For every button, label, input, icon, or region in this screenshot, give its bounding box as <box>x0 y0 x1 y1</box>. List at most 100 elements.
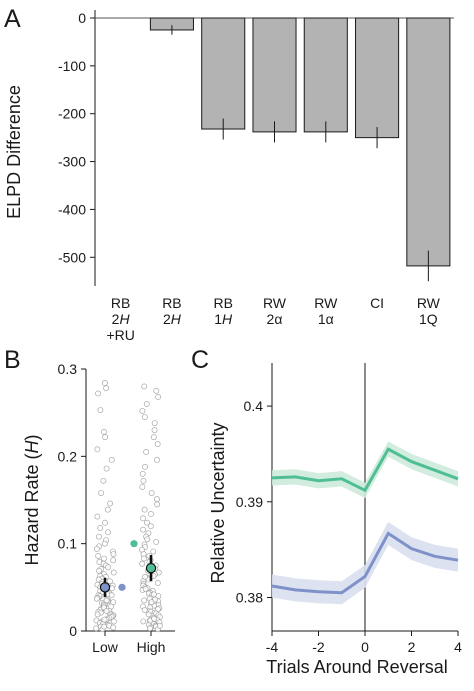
x-tick-label: -2 <box>312 639 325 655</box>
x-tick-label: CI <box>370 295 384 311</box>
x-tick-label: 4 <box>454 639 462 655</box>
subject-point <box>100 477 107 484</box>
generative-value-point <box>130 540 138 548</box>
subject-point <box>150 591 157 598</box>
y-tick-label: -500 <box>58 249 86 265</box>
group-mean-point <box>99 582 111 593</box>
subject-point <box>101 540 108 547</box>
subject-point <box>147 511 154 517</box>
subject-point <box>93 545 100 552</box>
x-tick-label: 2α <box>267 311 283 327</box>
subject-point <box>148 599 155 606</box>
x-tick-label: 1Q <box>419 311 438 327</box>
y-tick-label: -100 <box>58 58 86 74</box>
subject-point <box>153 387 160 394</box>
subject-point <box>140 477 147 484</box>
subject-point <box>104 506 111 513</box>
panel-b-hazard-scatter: 0 0.1 0.2 0.3 Hazard Rate (H) Low High <box>22 361 175 655</box>
bar <box>201 17 246 130</box>
x-tick-label: RB <box>162 295 181 311</box>
subject-point <box>141 555 147 562</box>
subject-point <box>110 557 117 564</box>
generative-value-point <box>118 583 126 591</box>
subject-point <box>139 483 146 490</box>
x-tick-label: 1H <box>214 311 233 327</box>
series-line <box>271 531 459 595</box>
subject-point <box>94 611 101 618</box>
subject-point <box>106 578 113 585</box>
subject-point <box>94 513 101 520</box>
subject-point <box>101 623 108 630</box>
x-tick-label: +RU <box>106 327 134 343</box>
x-axis-label: Trials Around Reversal <box>266 657 447 677</box>
subject-point <box>142 463 148 470</box>
subject-point <box>154 441 161 448</box>
subject-point <box>145 611 152 618</box>
bar <box>355 17 400 139</box>
subject-point <box>95 552 102 559</box>
subject-point <box>154 496 160 503</box>
panel-c-uncertainty-lines: 0.38 0.39 0.4 -4 -2 0 2 4 Trials Around Reversal… <box>208 363 462 677</box>
subject-point <box>103 607 110 614</box>
subject-point <box>147 625 153 632</box>
bar <box>252 17 297 133</box>
series-error-band <box>272 521 458 605</box>
subject-point <box>153 538 160 545</box>
subject-point <box>110 551 117 558</box>
subject-point <box>108 592 115 599</box>
subject-point <box>141 414 148 420</box>
bar <box>406 17 451 267</box>
subject-point <box>97 407 104 413</box>
group-mean-point <box>145 562 157 574</box>
subject-point <box>140 618 147 625</box>
subject-point <box>93 625 100 632</box>
y-tick-label: 0.3 <box>58 361 78 377</box>
subject-point <box>107 500 114 507</box>
y-tick-label: 0.1 <box>58 536 78 552</box>
x-tick-label: RW <box>263 295 287 311</box>
subject-point <box>110 624 117 631</box>
x-tick-label: Low <box>92 639 119 655</box>
y-axis-label: Relative Uncertainty <box>208 422 228 583</box>
subject-point <box>151 615 158 622</box>
subject-point <box>155 393 162 400</box>
subject-point <box>143 400 150 407</box>
subject-point <box>141 383 148 390</box>
series-line <box>271 447 459 493</box>
subject-point <box>142 573 148 580</box>
x-tick-label: 2H <box>112 311 131 327</box>
subject-point <box>103 385 110 392</box>
subject-point <box>147 523 154 530</box>
subject-point <box>96 567 103 574</box>
subject-point <box>94 446 101 453</box>
subject-point <box>142 586 149 593</box>
subject-point <box>101 555 107 562</box>
subject-point <box>144 536 151 543</box>
subject-point <box>98 490 105 496</box>
subject-point <box>108 456 115 463</box>
subject-point <box>110 618 117 625</box>
panel-label-c: C <box>191 346 209 374</box>
subject-point <box>139 470 146 477</box>
subject-point <box>139 515 146 522</box>
subject-point <box>93 595 100 602</box>
subject-point <box>151 420 158 427</box>
subject-point <box>101 380 108 386</box>
subject-point <box>102 434 109 441</box>
x-tick-label: RW <box>314 295 338 311</box>
subject-point <box>141 607 148 613</box>
subject-point <box>144 519 150 526</box>
x-tick-label: RB <box>111 295 130 311</box>
y-tick-label: 0.39 <box>236 494 263 510</box>
y-tick-label: -400 <box>58 201 86 217</box>
subject-point <box>139 407 146 414</box>
subject-point <box>105 564 112 571</box>
subject-point <box>95 390 102 397</box>
y-tick-label: 0.2 <box>58 448 78 464</box>
subject-point <box>97 524 104 531</box>
y-axis-label: Hazard Rate (H) <box>22 434 42 565</box>
subject-point <box>103 465 110 472</box>
y-tick-label: -300 <box>58 154 86 170</box>
y-tick-label: 0.38 <box>236 590 263 606</box>
